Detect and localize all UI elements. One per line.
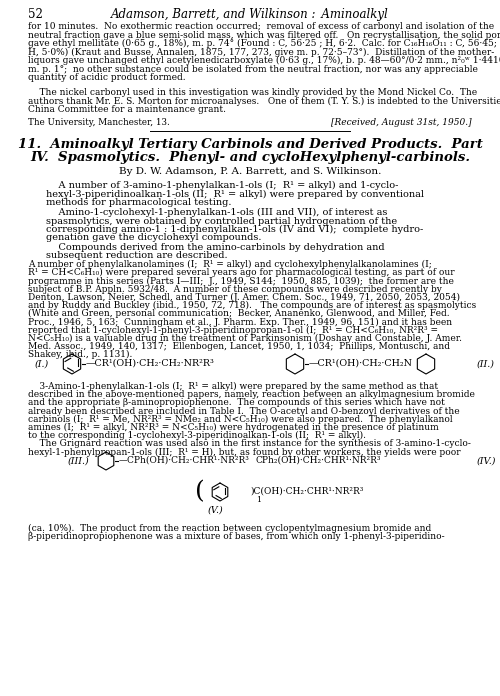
Text: hexyl-3-piperidinoalkan-1-ols (II;  R¹ = alkyl) were prepared by conventional: hexyl-3-piperidinoalkan-1-ols (II; R¹ = … — [46, 189, 424, 198]
Text: gave ethyl mellitate (0·65 g., 18%), m. p. 74° (Found : C, 56·25 ; H, 6·2.  Calc: gave ethyl mellitate (0·65 g., 18%), m. … — [28, 39, 497, 48]
Text: and the appropriate β-aminopropiophenone.  The compounds of this series which ha: and the appropriate β-aminopropiophenone… — [28, 398, 445, 407]
Text: By D. W. Adamson, P. A. Barrett, and S. Wilkinson.: By D. W. Adamson, P. A. Barrett, and S. … — [119, 167, 381, 176]
Text: R¹ = CH<C₆H₁₀) were prepared several years ago for pharmacological testing, as p: R¹ = CH<C₆H₁₀) were prepared several yea… — [28, 268, 454, 277]
Text: A number of 3-amino-1-phenylalkan-1-ols (I;  R¹ = alkyl) and 1-cyclo-: A number of 3-amino-1-phenylalkan-1-ols … — [46, 181, 399, 190]
Text: (IV.): (IV.) — [477, 457, 496, 466]
Text: Amino-1-cyclohexyl-1-phenylalkan-1-ols (III and VII), of interest as: Amino-1-cyclohexyl-1-phenylalkan-1-ols (… — [46, 208, 388, 217]
Text: )C(OH)·CH₂·CHR¹·NR²R³: )C(OH)·CH₂·CHR¹·NR²R³ — [250, 487, 364, 496]
Text: neutral fraction gave a blue semi-solid mass, which was filtered off.   On recry: neutral fraction gave a blue semi-solid … — [28, 31, 500, 40]
Text: amines (I;  R¹ = alkyl, NR²R³ = N<C₅H₁₀) were hydrogenated in the presence of pl: amines (I; R¹ = alkyl, NR²R³ = N<C₅H₁₀) … — [28, 423, 439, 432]
Text: (III.): (III.) — [67, 457, 89, 466]
Text: for 10 minutes.  No exothermic reaction occurred;  removal of excess of carbonyl: for 10 minutes. No exothermic reaction o… — [28, 22, 494, 31]
Text: m. p. 1°;  no other substance could be isolated from the neutral fraction, nor w: m. p. 1°; no other substance could be is… — [28, 65, 478, 74]
Text: A number of phenylalkanolamines (I;  R¹ = alkyl) and cyclohexylphenylalkanolamin: A number of phenylalkanolamines (I; R¹ =… — [28, 260, 432, 269]
Text: (I.): (I.) — [35, 360, 49, 368]
Text: Proc., 1946, 5, 163;  Cunningham et al., J. Pharm. Exp. Ther., 1949, 96, 151) an: Proc., 1946, 5, 163; Cunningham et al., … — [28, 317, 452, 326]
Text: programme in this series (Parts I—III;  J., 1949, S144;  1950, 885, 1039);  the : programme in this series (Parts I—III; J… — [28, 276, 454, 285]
Text: methods for pharmacological testing.: methods for pharmacological testing. — [46, 198, 232, 207]
Text: 52: 52 — [28, 8, 43, 21]
Text: N<C₅H₁₀) is a valuable drug in the treatment of Parkinsonism (Doshay and Constab: N<C₅H₁₀) is a valuable drug in the treat… — [28, 334, 462, 343]
Text: subsequent reduction are described.: subsequent reduction are described. — [46, 251, 228, 260]
Text: China Committee for a maintenance grant.: China Committee for a maintenance grant. — [28, 105, 226, 114]
Text: —CR¹(OH)·CH₂·CH₂N: —CR¹(OH)·CH₂·CH₂N — [309, 358, 413, 367]
Text: (V.): (V.) — [207, 505, 223, 514]
Text: already been described are included in Table I.  The O-acetyl and O-benzoyl deri: already been described are included in T… — [28, 406, 460, 416]
Text: authors thank Mr. E. S. Morton for microanalyses.   One of them (T. Y. S.) is in: authors thank Mr. E. S. Morton for micro… — [28, 97, 500, 106]
Text: —CPh(OH)·CH₂·CHR¹·NR²R³: —CPh(OH)·CH₂·CHR¹·NR²R³ — [119, 455, 250, 464]
Text: The University, Manchester, 13.: The University, Manchester, 13. — [28, 118, 170, 127]
Text: genation gave the dicyclohexyl compounds.: genation gave the dicyclohexyl compounds… — [46, 233, 262, 242]
Text: liquors gave unchanged ethyl acetylenedicarboxylate (0·63 g., 17%), b. p. 48—60°: liquors gave unchanged ethyl acetylenedi… — [28, 56, 500, 65]
Text: [Received, August 31st, 1950.]: [Received, August 31st, 1950.] — [332, 118, 472, 127]
Text: β-piperidinopropiophenone was a mixture of bases, from which only 1-phenyl-3-pip: β-piperidinopropiophenone was a mixture … — [28, 532, 444, 541]
Text: The Grignard reaction was used also in the first instance for the synthesis of 3: The Grignard reaction was used also in t… — [28, 439, 471, 448]
Text: spasmolytics, were obtained by controlled partial hydrogenation of the: spasmolytics, were obtained by controlle… — [46, 216, 397, 226]
Text: hexyl-1-phenylpropan-1-ols (III;  R¹ = H), but, as found by other workers, the y: hexyl-1-phenylpropan-1-ols (III; R¹ = H)… — [28, 448, 460, 457]
Text: 1: 1 — [256, 496, 261, 504]
Text: carbinols (I;  R¹ = Me, NR²R³ = NMe₂ and N<C₅H₁₀) were also prepared.  The pheny: carbinols (I; R¹ = Me, NR²R³ = NMe₂ and … — [28, 415, 452, 424]
Text: described in the above-mentioned papers, namely, reaction between an alkylmagnes: described in the above-mentioned papers,… — [28, 390, 475, 400]
Text: corresponding amino-1 : 1-diphenylalkan-1-ols (IV and VI);  complete hydro-: corresponding amino-1 : 1-diphenylalkan-… — [46, 225, 423, 234]
Text: (White and Green, personal communication;  Becker, Ananenko, Glenwood, and Mille: (White and Green, personal communication… — [28, 309, 450, 318]
Text: reported that 1-cyclohexyl-1-phenyl-3-piperidinopropan-1-ol (I;  R¹ = CH<C₆H₁₀, : reported that 1-cyclohexyl-1-phenyl-3-pi… — [28, 326, 438, 335]
Text: (II.): (II.) — [477, 360, 495, 368]
Text: quantity of acidic product formed.: quantity of acidic product formed. — [28, 73, 186, 82]
Text: H, 5·0%) (Kraut and Busse, Annalen, 1875, 177, 273, give m. p. 72·5–73°).  Disti: H, 5·0%) (Kraut and Busse, Annalen, 1875… — [28, 47, 494, 56]
Text: (: ( — [195, 480, 205, 503]
Text: The nickel carbonyl used in this investigation was kindly provided by the Mond N: The nickel carbonyl used in this investi… — [28, 88, 477, 97]
Text: and by Ruddy and Buckley (ibid., 1950, 72, 718).   The compounds are of interest: and by Ruddy and Buckley (ibid., 1950, 7… — [28, 301, 476, 310]
Text: Compounds derived from the amino-carbinols by dehydration and: Compounds derived from the amino-carbino… — [46, 243, 384, 252]
Text: 11.  Aminoalkyl Tertiary Carbinols and Derived Products.  Part: 11. Aminoalkyl Tertiary Carbinols and De… — [18, 138, 482, 151]
Text: Med. Assoc., 1949, 140, 1317;  Ellenbogen, Lancet, 1950, 1, 1034;  Phillips, Mon: Med. Assoc., 1949, 140, 1317; Ellenbogen… — [28, 342, 450, 351]
Text: CPh₂(OH)·CH₂·CHR¹·NR²R³: CPh₂(OH)·CH₂·CHR¹·NR²R³ — [255, 455, 380, 464]
Text: Adamson, Barrett, and Wilkinson : Aminoalkyl: Adamson, Barrett, and Wilkinson : Aminoa… — [111, 8, 389, 21]
Text: (ca. 10%).  The product from the reaction between cyclopentylmagnesium bromide a: (ca. 10%). The product from the reaction… — [28, 524, 431, 533]
Text: to the corresponding 1-cyclohexyl-3-piperidinoalkan-1-ols (II;  R¹ = alkyl).: to the corresponding 1-cyclohexyl-3-pipe… — [28, 432, 366, 441]
Text: subject of B.P. Appln. 5932/48.  A number of these compounds were described rece: subject of B.P. Appln. 5932/48. A number… — [28, 285, 442, 294]
Text: Denton, Lawson, Neier, Schedl, and Turner (J. Amer. Chem. Soc., 1949, 71, 2050, : Denton, Lawson, Neier, Schedl, and Turne… — [28, 293, 460, 302]
Text: 3-Amino-1-phenylalkan-1-ols (I;  R¹ = alkyl) were prepared by the same method as: 3-Amino-1-phenylalkan-1-ols (I; R¹ = alk… — [28, 382, 438, 391]
Text: Shakey, ibid., p. 1131).: Shakey, ibid., p. 1131). — [28, 350, 132, 359]
Text: —CR¹(OH)·CH₂·CH₂·NR²R³: —CR¹(OH)·CH₂·CH₂·NR²R³ — [86, 358, 215, 367]
Text: IV.  Spasmolytics.  Phenyl- and cycloHexylphenyl-carbinols.: IV. Spasmolytics. Phenyl- and cycloHexyl… — [30, 151, 470, 164]
